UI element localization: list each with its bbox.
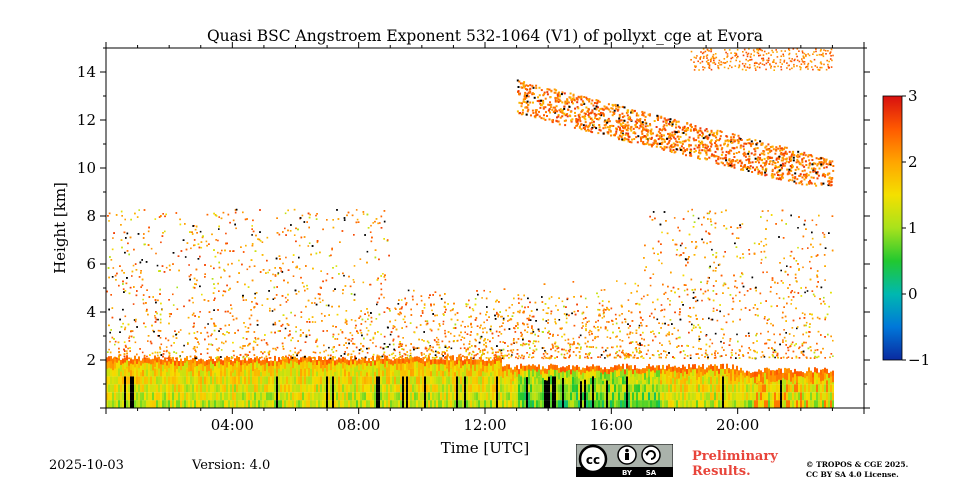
- preliminary-line-2: Results.: [692, 464, 751, 479]
- x-tick-label: 16:00: [590, 416, 633, 434]
- colorbar-tick-label: 3: [908, 87, 918, 105]
- colorbar-tick-label: −1: [908, 351, 930, 369]
- by-label: BY: [622, 469, 633, 477]
- cc-icon-text: cc: [586, 453, 600, 467]
- x-tick-label: 04:00: [211, 416, 254, 434]
- y-tick-label: 8: [86, 207, 96, 225]
- cc-by-sa-license-badge[interactable]: cc BY SA: [576, 444, 673, 477]
- preliminary-results-note: Preliminary Results.: [692, 449, 778, 479]
- x-tick-label: 12:00: [463, 416, 506, 434]
- y-tick-label: 6: [86, 255, 96, 273]
- x-axis-label: Time [UTC]: [441, 439, 530, 457]
- copyright-note: © TROPOS & CGE 2025. CC BY SA 4.0 Licens…: [806, 460, 908, 480]
- y-tick-label: 14: [77, 63, 96, 81]
- preliminary-line-1: Preliminary: [692, 449, 778, 464]
- share-alike-icon: [641, 445, 661, 465]
- y-axis: 2 4 6 8 10 12 14: [77, 47, 870, 409]
- colorbar-axis: 3 2 1 0 −1: [902, 87, 930, 369]
- cc-icon: [578, 444, 608, 474]
- x-tick-label: 20:00: [716, 416, 759, 434]
- x-tick-label: 08:00: [337, 416, 380, 434]
- colorbar: [882, 95, 903, 361]
- copyright-line-2: CC BY SA 4.0 License.: [806, 470, 899, 479]
- heatmap-image: [106, 48, 835, 408]
- sa-label: SA: [646, 469, 657, 477]
- y-tick-label: 12: [77, 111, 96, 129]
- version-label: Version: 4.0: [192, 458, 271, 473]
- copyright-line-1: © TROPOS & CGE 2025.: [806, 460, 909, 469]
- y-tick-label: 2: [86, 351, 96, 369]
- chart-title: Quasi BSC Angstroem Exponent 532-1064 (V…: [207, 27, 763, 45]
- date-label: 2025-10-03: [49, 458, 124, 473]
- y-tick-label: 4: [86, 303, 96, 321]
- y-tick-label: 10: [77, 159, 96, 177]
- colorbar-tick-label: 1: [908, 219, 918, 237]
- colorbar-tick-label: 0: [908, 285, 918, 303]
- x-axis: 04:00 08:00 12:00 16:00 20:00: [105, 42, 865, 434]
- y-axis-label: Height [km]: [51, 182, 69, 274]
- colorbar-tick-label: 2: [908, 153, 918, 171]
